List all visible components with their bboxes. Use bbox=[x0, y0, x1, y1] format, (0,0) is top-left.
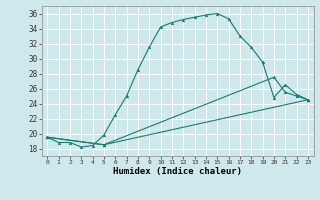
X-axis label: Humidex (Indice chaleur): Humidex (Indice chaleur) bbox=[113, 167, 242, 176]
